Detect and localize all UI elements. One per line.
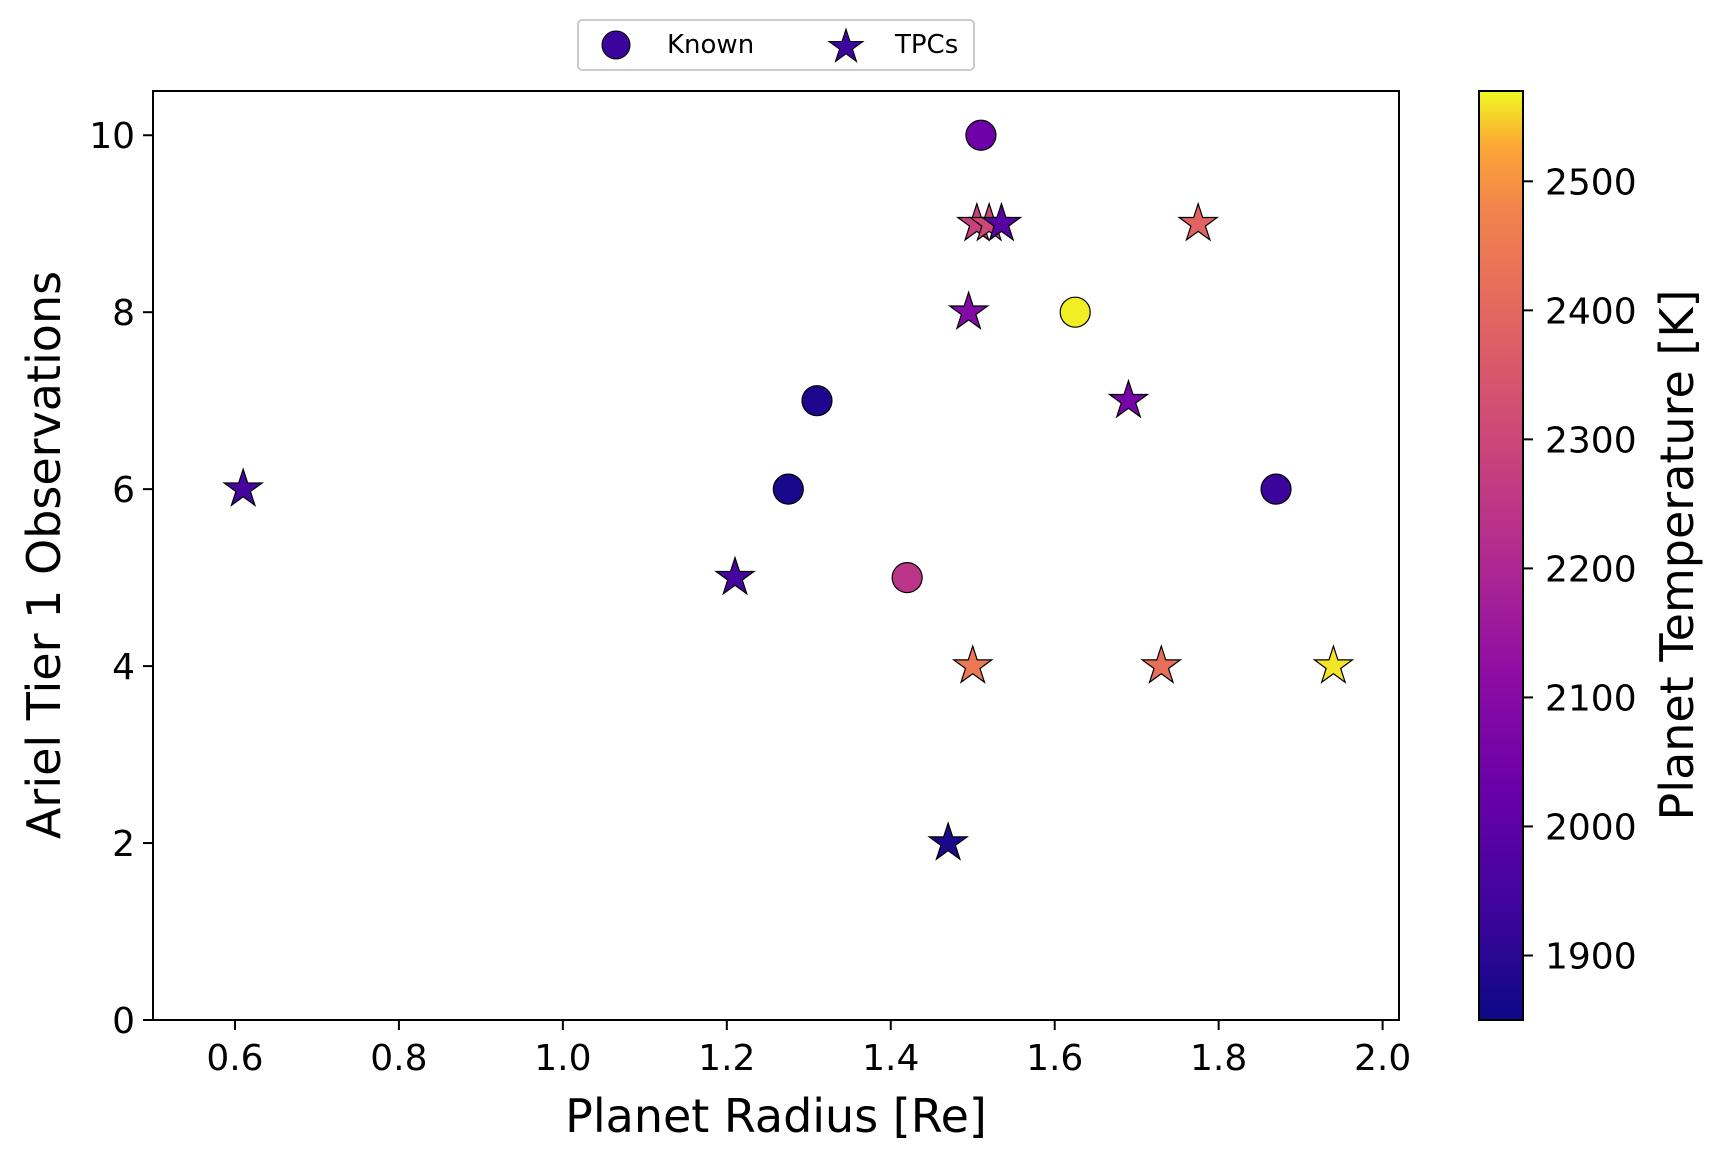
tpc-point bbox=[1140, 644, 1183, 684]
y-tick-label: 0 bbox=[112, 1001, 135, 1042]
known-point bbox=[891, 562, 923, 594]
x-tick-label: 0.8 bbox=[370, 1038, 427, 1079]
known-point bbox=[1260, 473, 1292, 505]
known-point bbox=[965, 119, 997, 151]
y-axis: 0 2 4 6 8 10 bbox=[89, 116, 153, 1042]
legend-star-marker bbox=[827, 27, 865, 63]
legend-circle-marker bbox=[601, 30, 631, 60]
tpc-point bbox=[222, 467, 265, 507]
colorbar-tick-label: 2000 bbox=[1545, 807, 1637, 848]
colorbar-tick-label: 1900 bbox=[1545, 936, 1637, 977]
tpc-point bbox=[927, 821, 970, 861]
y-tick-label: 2 bbox=[112, 824, 135, 865]
x-tick-label: 1.8 bbox=[1190, 1038, 1247, 1079]
colorbar-tick-label: 2200 bbox=[1545, 549, 1637, 590]
plot-area bbox=[152, 90, 1400, 1021]
tpc-point bbox=[1107, 378, 1150, 419]
y-tick-label: 6 bbox=[112, 470, 135, 511]
x-tick-label: 0.6 bbox=[206, 1038, 263, 1079]
tpc-point bbox=[951, 644, 994, 684]
colorbar-ticks: 1900 2000 2100 2200 2300 2400 2500 bbox=[1523, 162, 1637, 977]
x-tick-label: 1.2 bbox=[698, 1038, 755, 1079]
known-point bbox=[1059, 296, 1091, 328]
colorbar-title: Planet Temperature [K] bbox=[1650, 290, 1704, 821]
legend-label-known: Known bbox=[667, 30, 754, 60]
x-axis-title: Planet Radius [Re] bbox=[565, 1089, 987, 1143]
y-tick-label: 4 bbox=[112, 647, 135, 688]
tpc-point bbox=[714, 555, 756, 596]
x-tick-label: 2.0 bbox=[1354, 1038, 1411, 1079]
legend-box bbox=[577, 19, 975, 71]
colorbar-tick-label: 2100 bbox=[1545, 678, 1637, 719]
known-point bbox=[772, 473, 804, 505]
tpc-point bbox=[1177, 201, 1220, 242]
x-axis: 0.6 0.8 1.0 1.2 1.4 1.6 1.8 2.0 bbox=[206, 1020, 1411, 1079]
y-tick-label: 10 bbox=[89, 116, 135, 157]
y-tick-label: 8 bbox=[112, 293, 135, 334]
colorbar-tick-label: 2400 bbox=[1545, 291, 1637, 332]
x-tick-label: 1.0 bbox=[534, 1038, 591, 1079]
legend-label-tpcs: TPCs bbox=[894, 30, 958, 60]
y-axis-title: Ariel Tier 1 Observations bbox=[17, 271, 71, 839]
colorbar-tick-label: 2500 bbox=[1545, 162, 1637, 203]
data-points bbox=[222, 119, 1355, 861]
x-tick-label: 1.6 bbox=[1026, 1038, 1083, 1079]
colorbar bbox=[1478, 90, 1524, 1021]
tpc-point bbox=[980, 201, 1023, 242]
x-tick-label: 1.4 bbox=[862, 1038, 919, 1079]
known-point bbox=[801, 385, 833, 417]
legend: Known TPCs bbox=[577, 19, 975, 71]
tpc-point bbox=[1312, 644, 1355, 684]
colorbar-tick-label: 2300 bbox=[1545, 420, 1637, 461]
tpc-point bbox=[947, 290, 990, 330]
